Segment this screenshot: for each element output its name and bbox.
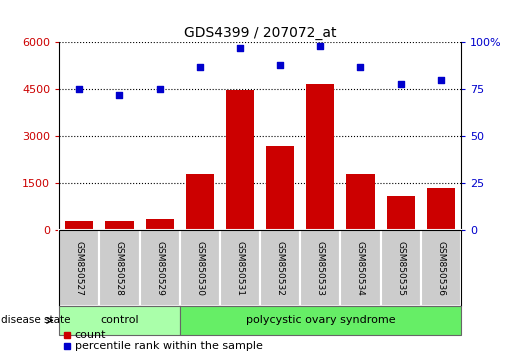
Point — [437, 77, 445, 83]
Bar — [381, 230, 421, 306]
Point — [276, 62, 284, 68]
Point — [75, 86, 83, 92]
Bar — [427, 188, 455, 230]
Bar — [266, 146, 294, 230]
Text: GSM850531: GSM850531 — [235, 241, 245, 296]
Bar — [146, 219, 174, 230]
Bar — [220, 230, 260, 306]
Bar — [65, 221, 93, 230]
Point — [236, 45, 244, 51]
Text: percentile rank within the sample: percentile rank within the sample — [75, 341, 263, 351]
Text: GSM850529: GSM850529 — [155, 241, 164, 296]
Text: GSM850534: GSM850534 — [356, 241, 365, 296]
Point — [397, 81, 405, 87]
Bar — [421, 230, 461, 306]
Point — [156, 86, 164, 92]
Bar — [140, 230, 180, 306]
Bar — [260, 230, 300, 306]
Bar — [387, 196, 415, 230]
Text: polycystic ovary syndrome: polycystic ovary syndrome — [246, 315, 395, 325]
Point — [316, 44, 324, 49]
Point — [196, 64, 204, 70]
Bar — [300, 230, 340, 306]
Bar — [99, 230, 140, 306]
Text: GSM850533: GSM850533 — [316, 241, 325, 296]
Bar — [226, 90, 254, 230]
Text: GSM850527: GSM850527 — [75, 241, 84, 296]
Text: control: control — [100, 315, 139, 325]
Text: count: count — [75, 330, 106, 340]
Text: GSM850535: GSM850535 — [396, 241, 405, 296]
Bar — [340, 230, 381, 306]
Bar — [180, 306, 461, 335]
Text: GSM850532: GSM850532 — [276, 241, 285, 296]
Title: GDS4399 / 207072_at: GDS4399 / 207072_at — [184, 26, 336, 40]
Bar — [180, 230, 220, 306]
Bar — [186, 174, 214, 230]
Bar — [59, 306, 180, 335]
Bar — [106, 221, 133, 230]
Bar — [306, 84, 334, 230]
Bar — [59, 230, 99, 306]
Text: GSM850530: GSM850530 — [195, 241, 204, 296]
Point — [356, 64, 365, 70]
Text: GSM850536: GSM850536 — [436, 241, 445, 296]
Bar — [347, 174, 374, 230]
Point — [115, 92, 124, 98]
Text: GSM850528: GSM850528 — [115, 241, 124, 296]
Text: disease state: disease state — [1, 315, 71, 325]
